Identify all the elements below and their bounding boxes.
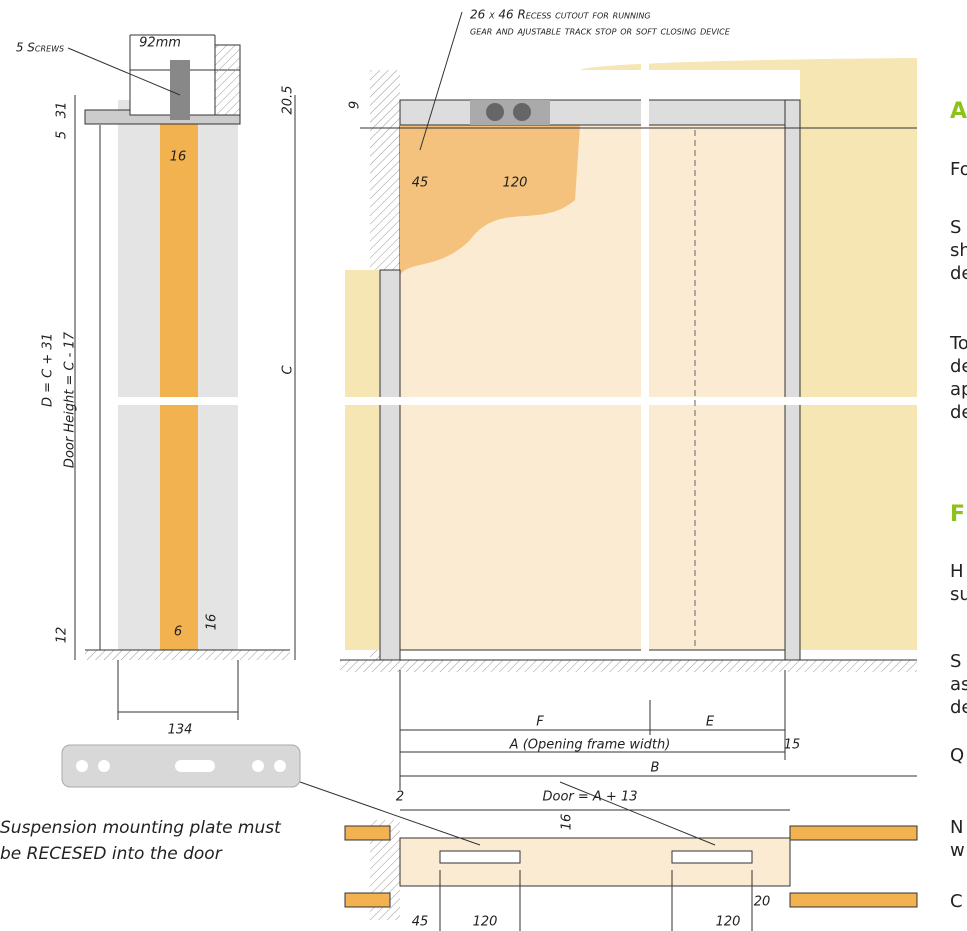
elevation-shape: [580, 58, 917, 650]
mounting-plate-shape: [98, 760, 110, 772]
plan-view-shape: [559, 781, 716, 846]
dimension-label: 2: [396, 790, 404, 805]
dimension-label: 16: [205, 614, 220, 631]
side-section-shape: [118, 100, 160, 650]
dimension-label: 45: [412, 176, 429, 191]
mounting-plate: [61, 744, 301, 788]
side-section-shape: [160, 100, 198, 650]
plate-note: be RECESED into the door: [0, 844, 223, 864]
elevation-shape: [379, 269, 401, 661]
mounting-plate-shape: [274, 760, 286, 772]
dimension-label: Door Height = C - 17: [63, 331, 78, 468]
side-section-shape: [85, 650, 290, 660]
plan-view-shape: [344, 892, 391, 908]
mounting-plate-shape: [175, 760, 215, 772]
plan-view-shape: [789, 892, 918, 908]
dimension-label: 5: [55, 131, 70, 139]
elevation-shape: [419, 11, 463, 151]
header-note: gear and ajustable track stop or soft cl…: [470, 24, 731, 38]
side-section-shape: [198, 100, 238, 650]
elevation-shape: [641, 60, 649, 660]
dimension-label: D = C + 31: [41, 333, 56, 407]
dimension-label: 120: [716, 915, 741, 930]
panel-text: de: [950, 263, 967, 284]
section-heading: F: [950, 502, 965, 527]
panel-text: ap: [950, 379, 967, 400]
side-section-shape: [170, 60, 190, 120]
plan-view-shape: [299, 781, 481, 846]
dimension-label: 120: [473, 915, 498, 930]
dimension-label: Door = A + 13: [542, 790, 637, 805]
dimension-label: 45: [412, 915, 429, 930]
dimension-label: 5 Screws: [16, 41, 64, 55]
elevation-shape: [399, 99, 801, 126]
elevation-shape: [345, 270, 380, 650]
dimension-label: 20.5: [281, 86, 296, 115]
side-section: [67, 34, 296, 720]
panel-text: de: [950, 402, 967, 423]
plan-view-shape: [789, 825, 918, 841]
panel-text: de: [950, 356, 967, 377]
panel-text: sh: [950, 240, 967, 261]
dimension-label: 16: [560, 814, 575, 831]
plan-view-shape: [439, 850, 521, 864]
elevation-shape: [513, 103, 531, 121]
panel-text: S: [950, 651, 961, 672]
plan-view-shape: [671, 850, 753, 864]
section-heading: A: [950, 99, 967, 124]
elevation-shape: [486, 103, 504, 121]
elevation: [340, 11, 917, 790]
panel-text: H: [950, 561, 964, 582]
dimension-label: 120: [503, 176, 528, 191]
elevation-shape: [340, 660, 917, 672]
panel-text: C: [950, 891, 963, 912]
dimension-label: 16: [170, 150, 187, 165]
elevation-shape: [340, 397, 917, 405]
dimension-label: 12: [55, 627, 70, 644]
dimension-label: B: [651, 761, 660, 776]
dimension-label: 20: [754, 895, 771, 910]
side-section-shape: [67, 47, 181, 96]
panel-text: Q: [950, 745, 964, 766]
panel-text: w: [950, 840, 965, 861]
panel-text: de: [950, 697, 967, 718]
panel-text: S: [950, 217, 961, 238]
elevation-shape: [400, 125, 580, 275]
dimension-label: 15: [784, 738, 801, 753]
panel-text: N: [950, 817, 963, 838]
panel-text: as: [950, 674, 967, 695]
plate-note: Suspension mounting plate must: [0, 818, 282, 838]
plan-view: [299, 781, 918, 931]
elevation-shape: [470, 100, 550, 125]
dimension-label: E: [706, 715, 715, 730]
plan-view-shape: [344, 825, 391, 841]
dimension-label: 134: [168, 723, 193, 738]
dimension-label: 92mm: [139, 36, 181, 51]
dimension-label: 6: [174, 625, 182, 640]
mounting-plate-shape: [252, 760, 264, 772]
dimension-label: A (Opening frame width): [509, 738, 671, 753]
dimension-label: 31: [55, 102, 70, 119]
dimension-label: F: [536, 715, 544, 730]
panel-text: Fo: [950, 159, 967, 180]
elevation-shape: [784, 99, 801, 661]
panel-text: su: [950, 584, 967, 605]
side-section-shape: [214, 44, 241, 116]
header-note: 26 x 46 Recess cutout for running: [470, 8, 651, 22]
panel-text: To: [949, 333, 967, 354]
dimension-label: 9: [348, 101, 363, 109]
side-section-shape: [85, 397, 245, 405]
mounting-plate-shape: [76, 760, 88, 772]
dimension-label: C: [281, 365, 296, 375]
